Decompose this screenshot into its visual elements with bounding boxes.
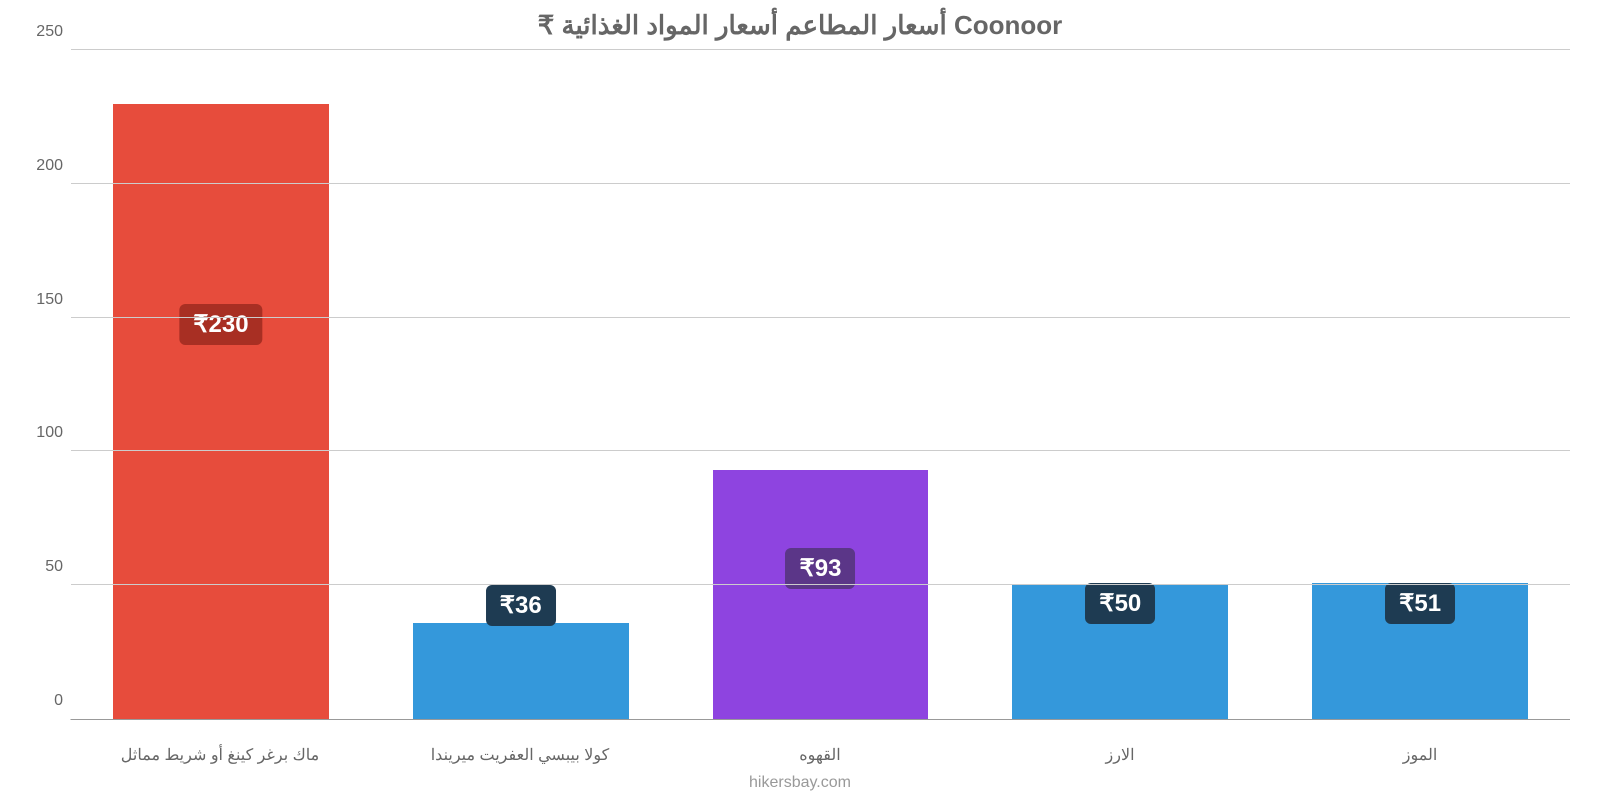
grid-line	[71, 183, 1570, 184]
value-badge: ₹93	[786, 548, 856, 589]
plot-area: ₹230₹36₹93₹50₹51 050100150200250	[70, 50, 1570, 720]
grid-line	[71, 317, 1570, 318]
x-axis-label: ماك برغر كينغ أو شريط مماثل	[70, 745, 370, 765]
y-axis-tick: 0	[21, 692, 63, 710]
chart-footnote: hikersbay.com	[0, 774, 1600, 792]
bar-slot: ₹230	[71, 50, 371, 719]
bar: ₹51	[1312, 583, 1528, 719]
bars-group: ₹230 ₹36 ₹93 ₹50 ₹51	[71, 50, 1570, 719]
x-axis-label: الارز	[970, 745, 1270, 765]
value-badge: ₹36	[486, 585, 556, 626]
y-axis-tick: 250	[21, 23, 63, 41]
value-badge: ₹51	[1385, 583, 1455, 624]
x-axis-label: الموز	[1270, 745, 1570, 765]
bar-slot: ₹50	[970, 50, 1270, 719]
grid-line	[71, 450, 1570, 451]
y-axis-tick: 100	[21, 424, 63, 442]
bar: ₹230	[113, 104, 329, 719]
x-axis-label: القهوه	[670, 745, 970, 765]
bar-slot: ₹93	[671, 50, 971, 719]
bar-slot: ₹51	[1270, 50, 1570, 719]
x-axis-label: كولا بيبسي العفريت ميريندا	[370, 745, 670, 765]
grid-line	[71, 49, 1570, 50]
grid-line	[71, 584, 1570, 585]
value-badge: ₹50	[1085, 583, 1155, 624]
y-axis-tick: 150	[21, 291, 63, 309]
x-axis-labels: ماك برغر كينغ أو شريط مماثلكولا بيبسي ال…	[70, 745, 1570, 765]
chart-container: ₹ أسعار المطاعم أسعار المواد الغذائية Co…	[0, 0, 1600, 800]
y-axis-tick: 200	[21, 157, 63, 175]
y-axis-tick: 50	[21, 558, 63, 576]
chart-title: ₹ أسعار المطاعم أسعار المواد الغذائية Co…	[0, 10, 1600, 41]
value-badge: ₹230	[179, 304, 262, 345]
bar: ₹93	[713, 470, 929, 719]
bar: ₹36	[413, 623, 629, 719]
bar: ₹50	[1012, 585, 1228, 719]
bar-slot: ₹36	[371, 50, 671, 719]
